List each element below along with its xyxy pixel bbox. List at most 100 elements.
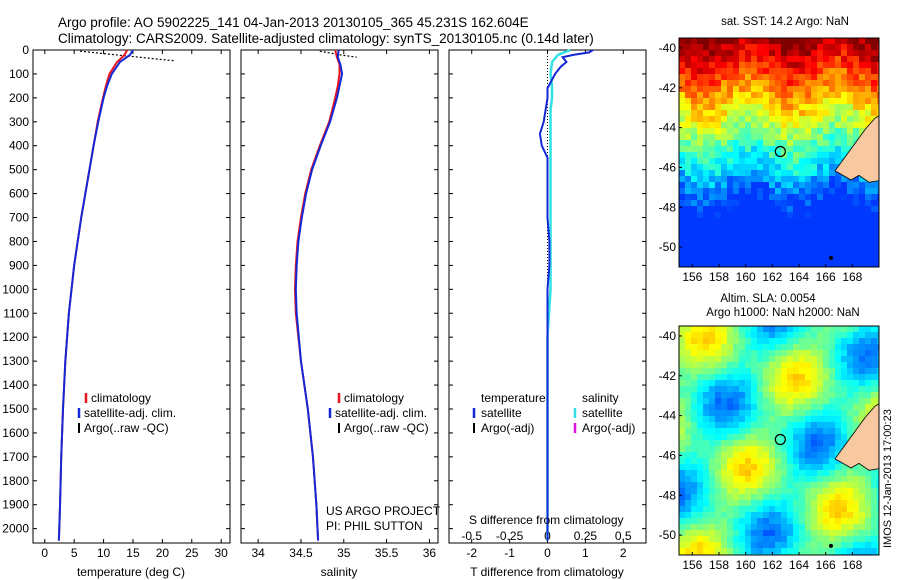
map-cell bbox=[799, 482, 806, 489]
map-cell bbox=[685, 182, 692, 189]
map-cell bbox=[757, 110, 764, 117]
map-cell bbox=[709, 398, 716, 405]
map-cell bbox=[823, 86, 830, 93]
map-cell bbox=[841, 110, 848, 117]
map-cell bbox=[805, 332, 812, 339]
map-cell bbox=[679, 368, 686, 375]
map-cell bbox=[727, 110, 734, 117]
map-cell bbox=[811, 464, 818, 471]
map-cell bbox=[823, 518, 830, 525]
map-cell bbox=[811, 542, 818, 549]
map-cell bbox=[835, 152, 842, 159]
map-cell bbox=[691, 338, 698, 345]
map-cell bbox=[823, 194, 830, 201]
map-cell bbox=[775, 446, 782, 453]
map-cell bbox=[769, 50, 776, 57]
map-cell bbox=[685, 104, 692, 111]
map-cell bbox=[799, 128, 806, 135]
map-cell bbox=[691, 518, 698, 525]
map-cell bbox=[817, 170, 824, 177]
map-cell bbox=[703, 428, 710, 435]
map-cell bbox=[811, 188, 818, 195]
map-cell bbox=[811, 440, 818, 447]
map-cell bbox=[841, 512, 848, 519]
y-tick-label: 2000 bbox=[2, 522, 29, 536]
map-cell bbox=[691, 236, 698, 243]
map-cell bbox=[775, 500, 782, 507]
map-cell bbox=[805, 92, 812, 99]
map-cell bbox=[775, 452, 782, 459]
map-cell bbox=[859, 410, 866, 417]
map-cell bbox=[685, 452, 692, 459]
map-cell bbox=[739, 200, 746, 207]
s-tick-label: -0.25 bbox=[496, 529, 524, 543]
map-cell bbox=[841, 386, 848, 393]
map-cell bbox=[763, 458, 770, 465]
map-cell bbox=[793, 416, 800, 423]
map-cell bbox=[697, 194, 704, 201]
map-cell bbox=[829, 122, 836, 129]
map-cell bbox=[841, 200, 848, 207]
map-cell bbox=[811, 446, 818, 453]
map-cell bbox=[721, 362, 728, 369]
map-cell bbox=[739, 218, 746, 225]
map-cell bbox=[733, 128, 740, 135]
map-cell bbox=[877, 98, 879, 105]
map-cell bbox=[709, 74, 716, 81]
map-cell bbox=[817, 98, 824, 105]
map-cell bbox=[739, 242, 746, 249]
x-tick-label: 10 bbox=[97, 546, 111, 560]
map-cell bbox=[733, 458, 740, 465]
map-cell bbox=[757, 362, 764, 369]
map-cell bbox=[739, 104, 746, 111]
map-cell bbox=[829, 512, 836, 519]
map-cell bbox=[853, 206, 860, 213]
map-cell bbox=[829, 524, 836, 531]
map-cell bbox=[703, 386, 710, 393]
map-cell bbox=[751, 218, 758, 225]
map-cell bbox=[859, 62, 866, 69]
map-cell bbox=[703, 260, 710, 267]
map-cell bbox=[715, 398, 722, 405]
map-cell bbox=[859, 494, 866, 501]
map-cell bbox=[853, 212, 860, 219]
map-cell bbox=[733, 350, 740, 357]
map-cell bbox=[781, 350, 788, 357]
map-cell bbox=[871, 356, 878, 363]
map-cell bbox=[769, 326, 776, 333]
map-cell bbox=[823, 92, 830, 99]
map-cell bbox=[811, 146, 818, 153]
map-cell bbox=[697, 542, 704, 549]
map-cell bbox=[769, 536, 776, 543]
map-cell bbox=[763, 158, 770, 165]
map-cell bbox=[799, 422, 806, 429]
map-cell bbox=[715, 440, 722, 447]
map-cell bbox=[865, 206, 872, 213]
map-cell bbox=[703, 182, 710, 189]
map-cell bbox=[859, 548, 866, 555]
map-cell bbox=[679, 158, 686, 165]
map-cell bbox=[679, 344, 686, 351]
map-cell bbox=[721, 332, 728, 339]
map-cell bbox=[691, 542, 698, 549]
map-cell bbox=[787, 464, 794, 471]
map-cell bbox=[811, 80, 818, 87]
map-cell bbox=[853, 524, 860, 531]
map-cell bbox=[859, 506, 866, 513]
map-cell bbox=[775, 368, 782, 375]
map-cell bbox=[769, 416, 776, 423]
map-cell bbox=[781, 116, 788, 123]
map-cell bbox=[823, 422, 830, 429]
map-cell bbox=[853, 488, 860, 495]
map-cell bbox=[841, 152, 848, 159]
map-cell bbox=[775, 476, 782, 483]
map-cell bbox=[769, 458, 776, 465]
map-cell bbox=[865, 404, 872, 411]
map-cell bbox=[679, 452, 686, 459]
map-cell bbox=[691, 194, 698, 201]
map-cell bbox=[835, 470, 842, 477]
map-cell bbox=[805, 434, 812, 441]
map-cell bbox=[703, 398, 710, 405]
map-cell bbox=[799, 182, 806, 189]
map-cell bbox=[793, 158, 800, 165]
